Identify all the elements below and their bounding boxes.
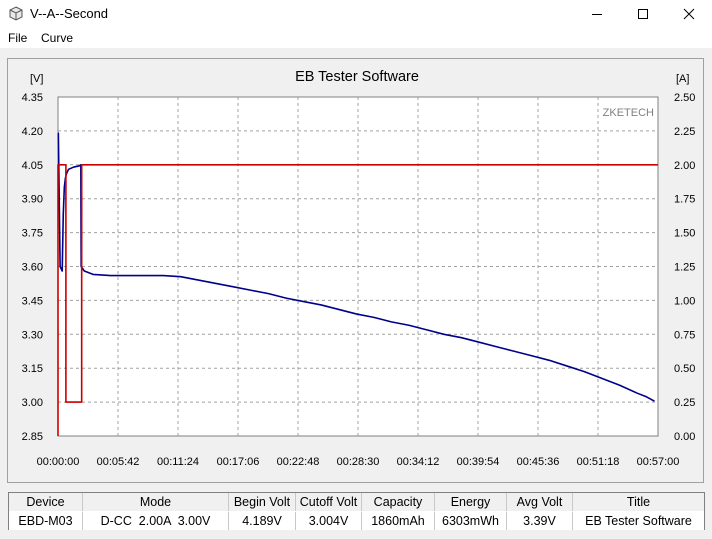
- left-tick-label: 3.30: [22, 329, 43, 341]
- right-tick-label: 2.00: [674, 160, 695, 172]
- right-tick-label: 1.25: [674, 262, 695, 274]
- header-title: Title: [626, 495, 651, 509]
- left-tick-label: 3.15: [22, 363, 43, 375]
- close-button[interactable]: [666, 0, 712, 28]
- minimize-icon: [592, 14, 602, 15]
- right-axis-ticks: 2.50 2.25 2.00 1.75 1.50 1.25 1.00 0.75 0.50 0.25…: [674, 92, 695, 443]
- x-tick-label: 00:45:36: [517, 456, 560, 468]
- left-tick-label: 3.00: [22, 397, 43, 409]
- summary-table: Device Mode Begin Volt Cutoff Volt Capac…: [8, 492, 705, 530]
- x-tick-label: 00:57:00: [637, 456, 680, 468]
- title-bar: V--A--Second: [0, 0, 712, 28]
- left-tick-label: 4.20: [22, 126, 43, 138]
- header-begin-volt: Begin Volt: [229, 493, 296, 511]
- header-avg-volt: Avg Volt: [507, 493, 573, 511]
- right-axis-unit: [A]: [676, 73, 689, 85]
- chart-title: EB Tester Software: [295, 69, 419, 85]
- left-tick-label: 3.90: [22, 194, 43, 206]
- value-cutoff-volt: 3.004V: [296, 512, 362, 530]
- menu-curve[interactable]: Curve: [41, 31, 74, 45]
- x-tick-label: 00:51:18: [577, 456, 620, 468]
- x-tick-label: 00:22:48: [277, 456, 320, 468]
- left-tick-label: 4.35: [22, 92, 43, 104]
- right-tick-label: 0.00: [674, 431, 695, 443]
- table-header-row: Device Mode Begin Volt Cutoff Volt Capac…: [9, 493, 704, 511]
- right-tick-label: 2.25: [674, 126, 695, 138]
- menu-bar: File Curve: [0, 28, 712, 48]
- right-tick-label: 0.25: [674, 397, 695, 409]
- right-tick-label: 2.50: [674, 92, 695, 104]
- header-capacity: Capacity: [362, 493, 435, 511]
- left-tick-label: 3.45: [22, 295, 43, 307]
- window-title: V--A--Second: [30, 6, 109, 21]
- x-tick-label: 00:39:54: [457, 456, 500, 468]
- x-tick-label: 00:00:00: [37, 456, 80, 468]
- grid-lines: [58, 97, 658, 436]
- header-energy: Energy: [435, 493, 507, 511]
- app-cube-icon: [9, 6, 23, 21]
- x-tick-label: 00:05:42: [97, 456, 140, 468]
- value-device: EBD-M03: [9, 512, 83, 530]
- header-mode: Mode: [83, 493, 229, 511]
- left-axis-ticks: 4.35 4.20 4.05 3.90 3.75 3.60 3.45 3.30 3.15 3.00…: [22, 92, 43, 443]
- series-layer: [57, 132, 658, 436]
- right-tick-label: 1.50: [674, 228, 695, 240]
- header-device: Device: [9, 493, 83, 511]
- x-tick-label: 00:34:12: [397, 456, 440, 468]
- left-tick-label: 4.05: [22, 160, 43, 172]
- current-series-line: [57, 164, 658, 436]
- watermark-zketech: ZKETECH: [603, 107, 654, 119]
- x-tick-label: 00:28:30: [337, 456, 380, 468]
- left-tick-label: 3.75: [22, 228, 43, 240]
- left-tick-label: 2.85: [22, 431, 43, 443]
- x-tick-label: 00:17:06: [217, 456, 260, 468]
- value-begin-volt: 4.189V: [229, 512, 296, 530]
- maximize-icon: [638, 9, 648, 19]
- voltage-current-chart: EB Tester Software [V] [A] 4.35 4.20 4.05 3…: [22, 69, 696, 468]
- left-tick-label: 3.60: [22, 262, 43, 274]
- maximize-button[interactable]: [620, 0, 666, 28]
- value-mode: D-CC 2.00A 3.00V: [83, 512, 229, 530]
- value-avg-volt: 3.39V: [507, 512, 573, 530]
- close-icon: [683, 8, 695, 20]
- right-tick-label: 1.00: [674, 295, 695, 307]
- value-title: EB Tester Software: [585, 514, 692, 528]
- menu-file[interactable]: File: [8, 31, 28, 45]
- x-tick-label: 00:11:24: [157, 456, 199, 468]
- right-tick-label: 0.75: [674, 329, 695, 341]
- left-axis-unit: [V]: [30, 73, 43, 85]
- x-axis-ticks: 00:00:00 00:05:42 00:11:24 00:17:06 00:22:48…: [37, 456, 680, 468]
- minimize-button[interactable]: [574, 0, 620, 28]
- header-cutoff-volt: Cutoff Volt: [296, 493, 362, 511]
- value-energy: 6303mWh: [435, 512, 507, 530]
- value-capacity: 1860mAh: [362, 512, 435, 530]
- table-row: EBD-M03 D-CC 2.00A 3.00V 4.189V 3.004V 1…: [9, 512, 704, 530]
- right-tick-label: 1.75: [674, 194, 695, 206]
- right-tick-label: 0.50: [674, 363, 695, 375]
